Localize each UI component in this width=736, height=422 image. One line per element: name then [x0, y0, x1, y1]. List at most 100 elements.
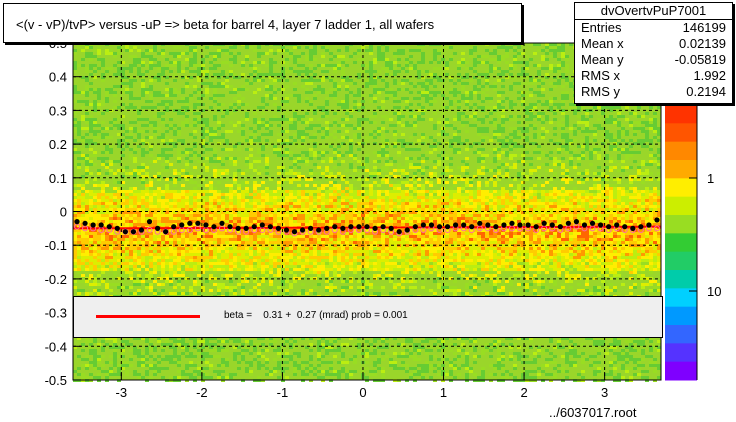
heatmap-cell	[165, 178, 169, 181]
heatmap-cell	[245, 208, 249, 211]
heatmap-cell	[557, 82, 561, 85]
heatmap-cell	[197, 76, 201, 79]
heatmap-cell	[325, 214, 329, 217]
heatmap-cell	[561, 109, 565, 112]
heatmap-cell	[537, 175, 541, 178]
heatmap-cell	[273, 211, 277, 214]
heatmap-cell	[577, 208, 581, 211]
heatmap-cell	[145, 202, 149, 205]
heatmap-cell	[145, 118, 149, 121]
heatmap-cell	[537, 184, 541, 187]
heatmap-cell	[93, 196, 97, 199]
heatmap-cell	[485, 169, 489, 172]
heatmap-cell	[493, 130, 497, 133]
heatmap-cell	[493, 175, 497, 178]
heatmap-cell	[193, 52, 197, 55]
heatmap-cell	[113, 214, 117, 217]
heatmap-cell	[93, 211, 97, 214]
heatmap-cell	[417, 70, 421, 73]
heatmap-cell	[105, 199, 109, 202]
heatmap-cell	[337, 184, 341, 187]
heatmap-cell	[225, 199, 229, 202]
heatmap-cell	[165, 94, 169, 97]
heatmap-cell	[525, 76, 529, 79]
heatmap-cell	[349, 214, 353, 217]
heatmap-cell	[465, 190, 469, 193]
heatmap-cell	[189, 94, 193, 97]
heatmap-cell	[141, 106, 145, 109]
heatmap-cell	[565, 199, 569, 202]
heatmap-cell	[549, 139, 553, 142]
heatmap-cell	[477, 157, 481, 160]
heatmap-cell	[289, 193, 293, 196]
heatmap-cell	[457, 136, 461, 139]
heatmap-cell	[597, 208, 601, 211]
heatmap-cell	[237, 157, 241, 160]
heatmap-cell	[321, 205, 325, 208]
heatmap-cell	[365, 193, 369, 196]
heatmap-cell	[393, 214, 397, 217]
heatmap-cell	[329, 160, 333, 163]
heatmap-cell	[389, 61, 393, 64]
heatmap-cell	[345, 118, 349, 121]
heatmap-cell	[93, 121, 97, 124]
heatmap-cell	[629, 199, 633, 202]
heatmap-cell	[389, 64, 393, 67]
heatmap-cell	[597, 205, 601, 208]
heatmap-cell	[333, 112, 337, 115]
heatmap-cell	[609, 202, 613, 205]
heatmap-cell	[345, 142, 349, 145]
heatmap-cell	[409, 136, 413, 139]
heatmap-cell	[629, 103, 633, 106]
heatmap-cell	[553, 223, 557, 226]
heatmap-cell	[397, 154, 401, 157]
heatmap-cell	[233, 217, 237, 220]
heatmap-cell	[521, 145, 525, 148]
heatmap-cell	[265, 172, 269, 175]
heatmap-cell	[593, 184, 597, 187]
heatmap-cell	[145, 64, 149, 67]
heatmap-cell	[305, 214, 309, 217]
heatmap-cell	[441, 196, 445, 199]
heatmap-cell	[229, 130, 233, 133]
heatmap-cell	[477, 199, 481, 202]
heatmap-cell	[121, 214, 125, 217]
heatmap-cell	[429, 184, 433, 187]
heatmap-cell	[273, 118, 277, 121]
heatmap-cell	[105, 43, 109, 46]
heatmap-cell	[437, 91, 441, 94]
heatmap-cell	[137, 169, 141, 172]
heatmap-cell	[229, 46, 233, 49]
heatmap-cell	[81, 160, 85, 163]
heatmap-cell	[113, 52, 117, 55]
heatmap-cell	[409, 67, 413, 70]
heatmap-cell	[569, 190, 573, 193]
heatmap-cell	[633, 211, 637, 214]
heatmap-cell	[585, 139, 589, 142]
heatmap-cell	[425, 70, 429, 73]
heatmap-cell	[181, 202, 185, 205]
heatmap-cell	[281, 178, 285, 181]
heatmap-cell	[325, 151, 329, 154]
heatmap-cell	[201, 61, 205, 64]
heatmap-cell	[101, 64, 105, 67]
heatmap-cell	[609, 169, 613, 172]
heatmap-cell	[329, 133, 333, 136]
heatmap-cell	[121, 73, 125, 76]
heatmap-cell	[341, 103, 345, 106]
heatmap-cell	[237, 220, 241, 223]
heatmap-cell	[137, 190, 141, 193]
heatmap-cell	[577, 106, 581, 109]
heatmap-cell	[129, 154, 133, 157]
heatmap-cell	[169, 190, 173, 193]
heatmap-cell	[253, 61, 257, 64]
heatmap-cell	[505, 220, 509, 223]
heatmap-cell	[401, 79, 405, 82]
heatmap-cell	[293, 178, 297, 181]
heatmap-cell	[585, 142, 589, 145]
heatmap-cell	[421, 55, 425, 58]
heatmap-cell	[321, 217, 325, 220]
heatmap-cell	[557, 142, 561, 145]
heatmap-cell	[209, 187, 213, 190]
heatmap-cell	[117, 211, 121, 214]
